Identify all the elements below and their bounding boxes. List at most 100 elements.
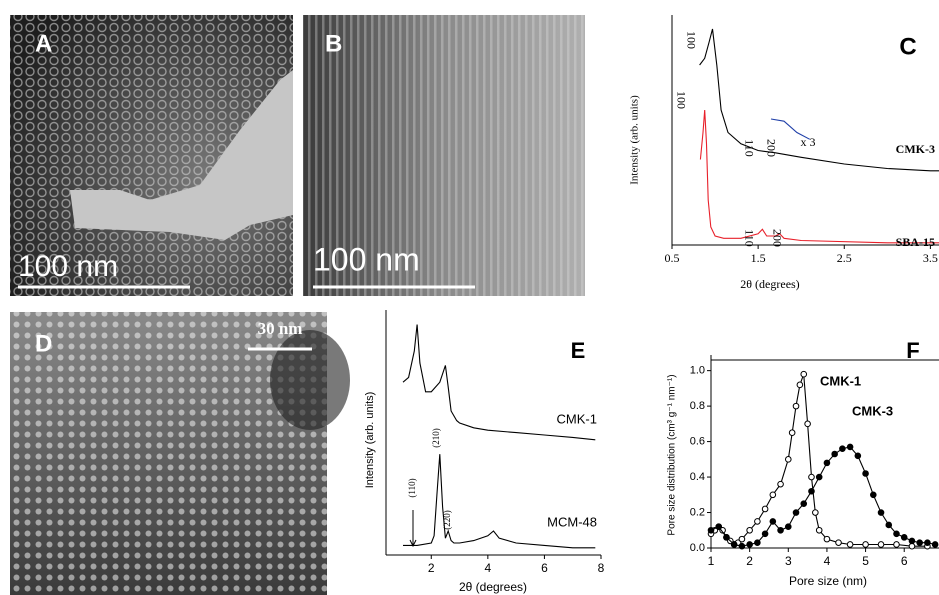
x-tick-label: 6 [541, 561, 548, 575]
data-point [931, 541, 939, 548]
data-point [715, 523, 723, 531]
data-point [723, 534, 730, 541]
y-tick-label: 1.0 [690, 365, 705, 377]
data-point [835, 539, 842, 546]
data-point [738, 542, 746, 550]
x-tick-label: 2 [746, 554, 753, 568]
annotation: (110) [407, 478, 417, 497]
annotation: 110 [742, 139, 756, 157]
chart-e: 2 4 6 8 2θ (degrees) Intensity (arb. units) E C… [364, 310, 605, 594]
data-point [870, 491, 877, 499]
y-tick-label: 0.4 [690, 471, 705, 483]
data-point [784, 456, 792, 463]
data-point [769, 518, 777, 525]
data-point [908, 542, 916, 550]
annotation: 200 [764, 139, 778, 157]
data-point [808, 473, 815, 481]
data-point [746, 541, 753, 548]
panel-label: E [571, 338, 586, 363]
panel-label: B [325, 30, 342, 57]
series-line [699, 28, 939, 172]
data-point [812, 509, 819, 516]
annotation: 200 [770, 229, 784, 247]
data-point [885, 521, 893, 529]
series-line [710, 446, 936, 547]
scale-bar-label: 100 nm [18, 250, 118, 283]
series-label: SBA-15 [896, 235, 935, 249]
data-point [916, 539, 923, 546]
x-tick-label: 4 [824, 554, 831, 568]
data-point [754, 539, 761, 546]
y-tick-label: 0.0 [690, 542, 705, 554]
y-tick-label: 0.8 [690, 400, 705, 412]
data-point [893, 541, 900, 548]
x-axis-label: 2θ (degrees) [740, 277, 799, 291]
data-point [815, 526, 823, 534]
series-line [699, 109, 939, 244]
data-point [800, 500, 808, 507]
data-point [792, 402, 800, 410]
data-point [831, 450, 838, 458]
data-point [823, 535, 831, 543]
annotation: 100 [684, 31, 698, 49]
data-point [804, 420, 811, 428]
series-label: CMK-1 [820, 373, 861, 388]
x-tick-label: 3.5 [923, 251, 938, 265]
x-tick-label: 5 [862, 554, 869, 568]
annotation: (210) [431, 428, 441, 448]
data-point [846, 443, 854, 451]
arrow [409, 510, 417, 548]
data-point [769, 491, 777, 499]
data-point [839, 445, 846, 452]
x-tick-label: 4 [484, 561, 491, 575]
series-label: MCM-48 [547, 514, 597, 529]
data-point [792, 509, 800, 516]
x-axis-label: 2θ (degrees) [459, 580, 527, 594]
annotation: 100 [674, 91, 688, 109]
data-point [761, 530, 769, 538]
series-label: CMK-3 [852, 403, 893, 418]
series-label: CMK-1 [557, 411, 597, 426]
data-point [707, 526, 715, 534]
y-tick-label: 0.6 [690, 435, 705, 447]
series-line [402, 324, 596, 441]
scale-bar-label: 30 nm [258, 319, 303, 338]
x-tick-label: 1.5 [751, 251, 766, 265]
data-point [796, 381, 804, 389]
data-point [761, 505, 769, 513]
data-point [877, 509, 885, 516]
x-tick-label: 0.5 [665, 251, 680, 265]
annotation: x 3 [801, 135, 816, 149]
x-tick-label: 6 [901, 554, 908, 568]
data-point [900, 534, 908, 541]
x-tick-label: 1 [708, 554, 715, 568]
data-point [784, 523, 792, 531]
annotation: 110 [742, 229, 756, 247]
data-point [815, 473, 823, 481]
data-point [730, 541, 738, 548]
data-point [788, 429, 796, 437]
micrograph-d [10, 312, 350, 595]
data-point [846, 541, 854, 548]
data-point [777, 480, 784, 488]
data-point [854, 452, 862, 460]
y-tick-label: 0.2 [690, 506, 705, 518]
panel-label: D [35, 330, 52, 357]
x-tick-label: 2 [428, 561, 435, 575]
data-point [924, 539, 931, 546]
data-point [800, 370, 808, 378]
annotation: (220) [442, 510, 452, 530]
data-point [862, 470, 869, 477]
series-line [403, 454, 596, 549]
data-point [777, 526, 784, 534]
x-tick-label: 8 [598, 561, 605, 575]
micrograph-a [10, 15, 293, 296]
data-point [738, 535, 746, 543]
panel-label: F [906, 338, 919, 363]
y-axis-label: Intensity (arb. units) [629, 95, 641, 185]
y-axis-label: Intensity (arb. units) [364, 392, 376, 489]
chart-f: 1 2 3 4 5 6 0.0 0.2 0.4 0.6 0.8 1.0 Pore size (nm) Po… [667, 338, 939, 588]
scale-bar-label: 100 nm [313, 241, 420, 277]
